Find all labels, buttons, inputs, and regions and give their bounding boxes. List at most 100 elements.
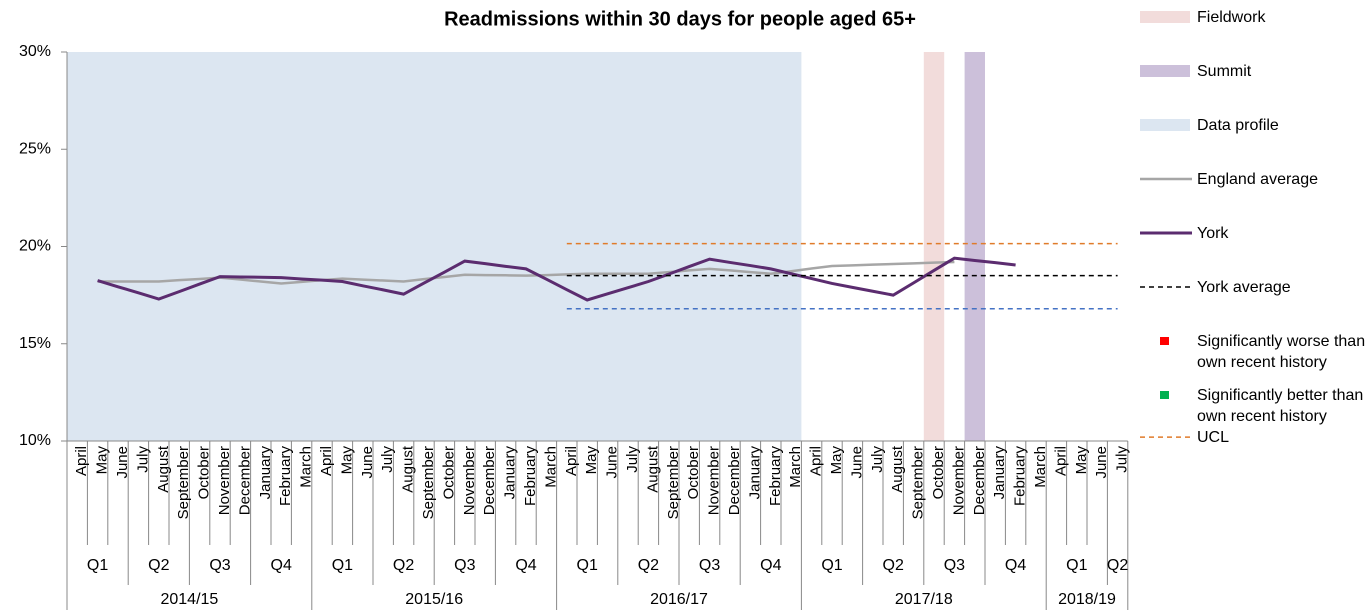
- series-line: [97, 256, 1016, 302]
- x-tick-label: September: [910, 446, 927, 519]
- x-tick-label: May: [583, 446, 600, 475]
- quarter-label: Q1: [821, 557, 842, 574]
- x-tick-label: February: [1012, 446, 1029, 507]
- highlight-band: [964, 52, 985, 441]
- x-tick-label: July: [1114, 446, 1131, 473]
- x-tick-label: November: [461, 446, 478, 515]
- x-tick-label: November: [216, 446, 233, 515]
- x-tick-label: August: [644, 445, 661, 493]
- x-tick-label: March: [787, 446, 804, 488]
- quarter-label: Q1: [577, 557, 598, 574]
- quarter-label: Q2: [393, 557, 414, 574]
- quarter-label: Q1: [332, 557, 353, 574]
- legend-label: Fieldwork: [1197, 9, 1266, 26]
- x-tick-label: July: [624, 446, 641, 473]
- x-tick-label: December: [481, 446, 498, 515]
- legend-label: Data profile: [1197, 117, 1279, 134]
- x-tick-label: November: [950, 446, 967, 515]
- quarter-label: Q2: [1107, 557, 1128, 574]
- x-tick-label: December: [971, 446, 988, 515]
- x-tick-label: January: [746, 446, 763, 500]
- quarter-label: Q3: [944, 557, 965, 574]
- quarter-label: Q4: [515, 557, 536, 574]
- x-tick-label: September: [665, 446, 682, 519]
- x-tick-label: November: [706, 446, 723, 515]
- x-tick-label: April: [318, 446, 335, 476]
- x-tick-label: May: [338, 446, 355, 475]
- quarter-label: Q4: [271, 557, 292, 574]
- x-tick-label: February: [767, 446, 784, 507]
- quarter-label: Q1: [87, 557, 108, 574]
- x-tick-label: October: [685, 446, 702, 499]
- x-tick-label: April: [1052, 446, 1069, 476]
- x-tick-label: October: [930, 446, 947, 499]
- y-tick-label: 15%: [19, 335, 51, 352]
- year-label: 2018/19: [1058, 591, 1116, 608]
- x-tick-label: March: [1032, 446, 1049, 488]
- x-tick-label: August: [155, 445, 172, 493]
- y-tick-label: 20%: [19, 238, 51, 255]
- x-tick-label: June: [1093, 446, 1110, 479]
- series-line: [97, 260, 955, 285]
- legend-label: Significantly worse than own recent hist…: [1197, 333, 1366, 371]
- x-tick-label: April: [563, 446, 580, 476]
- x-tick-label: February: [522, 446, 539, 507]
- legend-label: York average: [1197, 279, 1291, 296]
- year-label: 2015/16: [405, 591, 463, 608]
- year-label: 2017/18: [895, 591, 953, 608]
- legend-swatch: [1140, 119, 1190, 131]
- x-tick-label: December: [726, 446, 743, 515]
- legend-marker: [1160, 337, 1169, 345]
- x-tick-label: December: [236, 446, 253, 515]
- y-tick-label: 10%: [19, 432, 51, 449]
- x-tick-label: March: [298, 446, 315, 488]
- quarter-label: Q2: [638, 557, 659, 574]
- x-tick-label: March: [542, 446, 559, 488]
- highlight-band: [923, 52, 945, 441]
- chart-title: Readmissions within 30 days for people a…: [444, 8, 916, 30]
- quarter-label: Q3: [454, 557, 475, 574]
- x-tick-label: August: [889, 445, 906, 493]
- legend-marker: [1160, 391, 1169, 399]
- year-label: 2016/17: [650, 591, 708, 608]
- y-tick-label: 30%: [19, 43, 51, 60]
- highlight-band: [67, 52, 802, 441]
- x-tick-label: January: [991, 446, 1008, 500]
- quarter-label: Q3: [209, 557, 230, 574]
- quarter-label: Q2: [148, 557, 169, 574]
- x-tick-label: June: [848, 446, 865, 479]
- quarter-label: Q4: [760, 557, 781, 574]
- legend-label: UCL: [1197, 429, 1230, 447]
- quarter-label: Q1: [1066, 557, 1087, 574]
- x-tick-label: July: [134, 446, 151, 473]
- x-tick-label: April: [808, 446, 825, 476]
- x-tick-label: July: [869, 446, 886, 473]
- x-tick-label: January: [257, 446, 274, 500]
- legend-label: England average: [1197, 171, 1318, 188]
- legend-label: Summit: [1197, 63, 1252, 80]
- year-label: 2014/15: [160, 591, 218, 608]
- x-tick-label: July: [379, 446, 396, 473]
- x-tick-label: June: [604, 446, 621, 479]
- x-tick-label: June: [114, 446, 131, 479]
- x-tick-label: May: [94, 446, 111, 475]
- x-tick-label: February: [277, 446, 294, 507]
- quarter-label: Q4: [1005, 557, 1026, 574]
- x-tick-label: October: [196, 446, 213, 499]
- x-tick-label: April: [73, 446, 90, 476]
- quarter-label: Q3: [699, 557, 720, 574]
- legend-label: York: [1197, 225, 1229, 242]
- x-tick-label: June: [359, 446, 376, 479]
- x-tick-label: May: [828, 446, 845, 475]
- x-tick-label: January: [502, 446, 519, 500]
- legend-label: Significantly better than own recent his…: [1197, 387, 1364, 425]
- legend-swatch: [1140, 65, 1190, 77]
- x-tick-label: September: [420, 446, 437, 519]
- quarter-label: Q2: [883, 557, 904, 574]
- x-tick-label: September: [175, 446, 192, 519]
- x-tick-label: August: [400, 445, 417, 493]
- x-tick-label: May: [1073, 446, 1090, 475]
- legend-swatch: [1140, 11, 1190, 23]
